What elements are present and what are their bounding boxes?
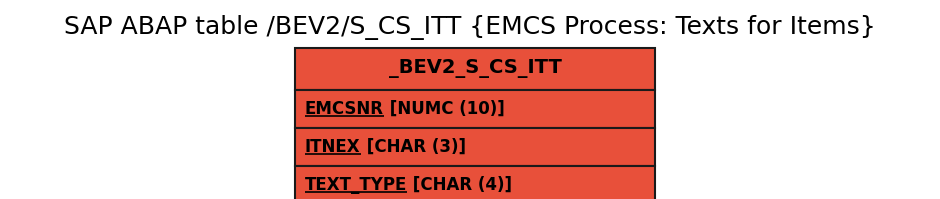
Text: [CHAR (3)]: [CHAR (3)] <box>361 138 465 156</box>
Text: ITNEX: ITNEX <box>305 138 361 156</box>
Text: SAP ABAP table /BEV2/S_CS_ITT {EMCS Process: Texts for Items}: SAP ABAP table /BEV2/S_CS_ITT {EMCS Proc… <box>64 16 876 41</box>
Text: [NUMC (10)]: [NUMC (10)] <box>384 100 505 118</box>
Text: _BEV2_S_CS_ITT: _BEV2_S_CS_ITT <box>388 60 561 78</box>
Text: TEXT_TYPE: TEXT_TYPE <box>305 176 407 194</box>
Bar <box>295 128 655 166</box>
Bar <box>295 166 655 199</box>
Text: EMCSNR: EMCSNR <box>305 100 384 118</box>
Text: [CHAR (4)]: [CHAR (4)] <box>407 176 512 194</box>
Bar <box>295 90 655 128</box>
Bar <box>295 48 655 90</box>
